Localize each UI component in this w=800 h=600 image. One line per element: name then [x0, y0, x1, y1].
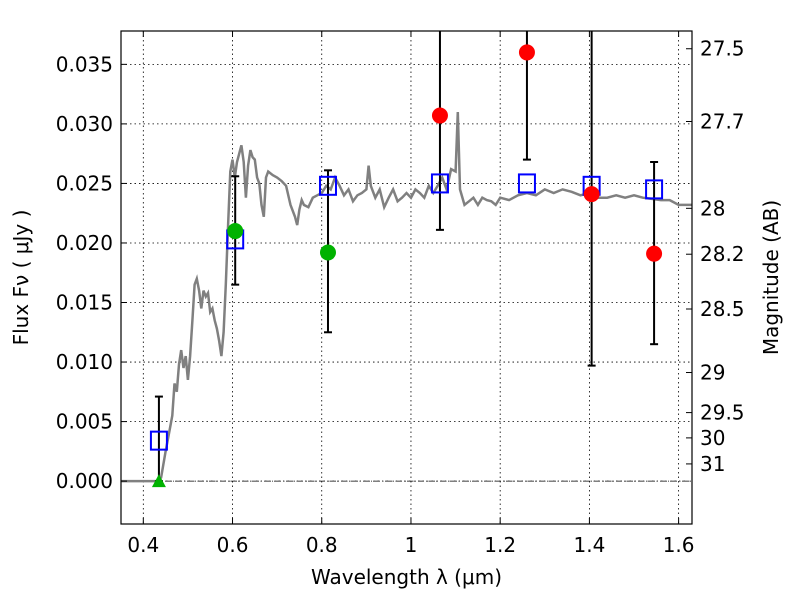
observed-point	[583, 186, 600, 203]
grid-lines	[121, 31, 692, 524]
model-band-marker	[517, 173, 536, 194]
right-axis-title: Magnitude (AB)	[759, 200, 783, 355]
y-axis-ticks: 0.000 0.005 0.010 0.015 0.020 0.025 0.030 0.035	[56, 52, 127, 493]
y-tick-label: 0.010	[56, 350, 113, 374]
upper-limit-marker	[151, 474, 166, 488]
observed-point	[518, 44, 535, 61]
y-tick-label: 0.030	[56, 112, 113, 136]
y-tick-label: 0.000	[56, 469, 113, 493]
observed-point	[431, 107, 448, 124]
error-bar	[435, 31, 444, 231]
x-tick-label: 0.4	[127, 533, 159, 557]
right-tick-label: 27.5	[700, 37, 745, 61]
right-tick-label: 31	[700, 452, 725, 476]
model-band-marker	[149, 430, 168, 451]
observed-point	[646, 245, 663, 262]
right-tick-label: 30	[700, 426, 725, 450]
x-tick-label: 1.2	[484, 533, 516, 557]
x-axis-ticks: 0.4 0.6 0.8 1 1.2 1.4 1.6	[127, 31, 695, 557]
right-tick-label: 28.2	[700, 242, 745, 266]
data-points	[151, 44, 663, 488]
x-tick-label: 1.6	[663, 533, 695, 557]
right-tick-label: 28.5	[700, 297, 745, 321]
right-tick-label: 27.7	[700, 109, 745, 133]
x-axis-title: Wavelength λ (μm)	[311, 565, 502, 589]
model-spectrum-line	[121, 111, 692, 483]
right-tick-label: 29	[700, 361, 725, 385]
model-band-marker	[318, 175, 337, 196]
y-tick-label: 0.015	[56, 291, 113, 315]
y-tick-label: 0.020	[56, 231, 113, 255]
plot-frame	[120, 30, 693, 525]
x-tick-label: 0.6	[217, 533, 249, 557]
right-tick-label: 28	[700, 196, 725, 220]
y-tick-label: 0.025	[56, 171, 113, 195]
y-axis-title: Flux Fν ( μJy )	[9, 210, 33, 346]
x-tick-label: 1	[405, 533, 418, 557]
detected-point	[227, 223, 244, 240]
right-tick-label: 29.5	[700, 401, 745, 425]
y-tick-label: 0.035	[56, 52, 113, 76]
x-tick-label: 0.8	[306, 533, 338, 557]
error-bars	[154, 31, 659, 483]
x-tick-label: 1.4	[573, 533, 605, 557]
model-band-marker	[645, 179, 664, 200]
y-tick-label: 0.005	[56, 410, 113, 434]
model-band-marker	[430, 173, 449, 194]
detected-point	[319, 244, 336, 261]
